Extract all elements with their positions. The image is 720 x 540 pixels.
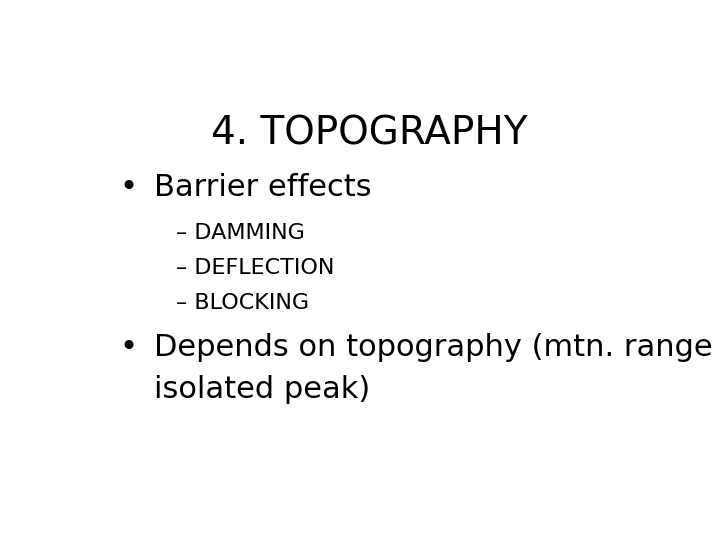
- Text: •: •: [119, 173, 137, 202]
- Text: – BLOCKING: – BLOCKING: [176, 294, 310, 314]
- Text: Barrier effects: Barrier effects: [154, 173, 372, 202]
- Text: Depends on topography (mtn. range vs.: Depends on topography (mtn. range vs.: [154, 333, 720, 362]
- Text: – DAMMING: – DAMMING: [176, 223, 305, 243]
- Text: – DEFLECTION: – DEFLECTION: [176, 258, 335, 278]
- Text: •: •: [119, 333, 137, 362]
- Text: isolated peak): isolated peak): [154, 375, 370, 403]
- Text: 4. TOPOGRAPHY: 4. TOPOGRAPHY: [211, 114, 527, 153]
